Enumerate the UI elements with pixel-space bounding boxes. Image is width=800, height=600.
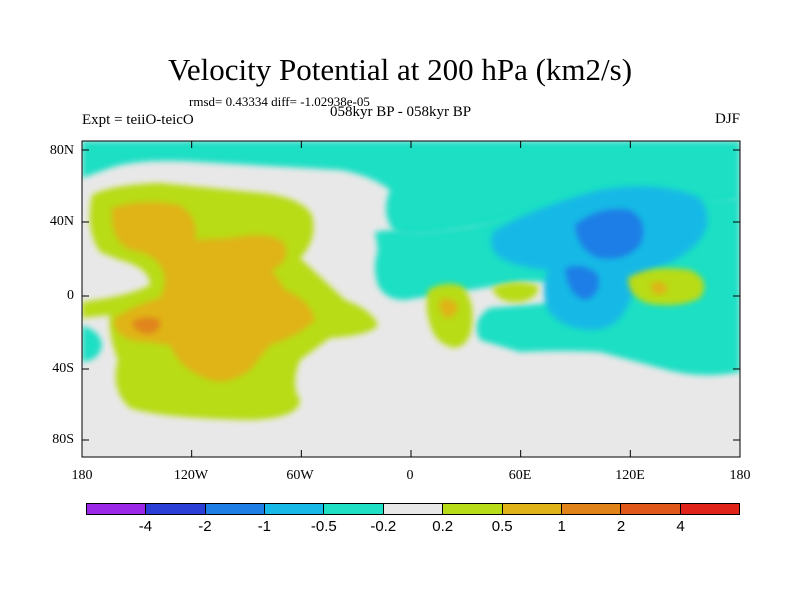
colorbar-swatch: [680, 504, 739, 514]
colorbar-label: 0.2: [432, 518, 454, 535]
colorbar-swatch: [383, 504, 444, 514]
contour-darkblue-indian: [565, 266, 599, 300]
colorbar-label: 4: [676, 518, 685, 535]
axis-ticks: [81, 141, 741, 457]
colorbar-swatch: [324, 504, 384, 514]
experiment-label: Expt = teiiO-teicO: [82, 112, 194, 128]
colorbar-swatch: [146, 504, 206, 514]
contour-blue-asia: [491, 186, 708, 330]
colorbar-label: -0.5: [310, 518, 337, 535]
contour-orange-americas: [111, 202, 316, 382]
contour-darkblue-asia: [575, 209, 644, 259]
contour-teal-southwest: [82, 326, 102, 362]
colorbar-swatch: [265, 504, 325, 514]
period-label: 058kyr BP - 058kyr BP: [330, 104, 472, 120]
contour-orange-pacific: [650, 281, 668, 295]
lat-label-80n: 80N: [49, 143, 74, 158]
lat-label-40s: 40S: [52, 361, 74, 376]
lon-label-180e: 180: [729, 468, 751, 483]
colorbar-swatch: [561, 504, 622, 514]
colorbar: [86, 503, 740, 515]
colorbar-label: 0.5: [491, 518, 513, 535]
colorbar-label: 2: [616, 518, 626, 535]
lon-label-120w: 120W: [173, 468, 209, 483]
contour-redorange-spot: [132, 317, 161, 334]
lon-label-60w: 60W: [286, 468, 314, 483]
lon-label-60e: 60E: [508, 468, 532, 483]
contour-orange-africa: [439, 298, 458, 318]
colorbar-label: -4: [138, 518, 153, 535]
colorbar-label: -1: [257, 518, 272, 535]
contour-fields: [82, 141, 740, 420]
season-label: DJF: [714, 111, 740, 127]
colorbar-swatch: [502, 504, 562, 514]
stats-text: rmsd= 0.43334 diff= -1.02938e-05: [189, 94, 370, 109]
colorbar-swatch: [87, 504, 147, 514]
lon-label-0: 0: [406, 468, 414, 483]
colorbar-swatch: [621, 504, 681, 514]
colorbar-swatch: [443, 504, 503, 514]
colorbar-label: -0.2: [370, 518, 397, 535]
map-title: Velocity Potential at 200 hPa (km2/s): [167, 52, 633, 87]
colorbar-label: -2: [198, 518, 212, 535]
lat-label-80s: 80S: [52, 432, 74, 447]
lat-label-0: 0: [67, 288, 74, 303]
contour-yellowgreen-eastafrica: [492, 282, 539, 303]
lon-label-120e: 120E: [615, 468, 645, 483]
colorbar-label: 1: [557, 518, 566, 535]
colorbar-swatch: [205, 504, 266, 514]
lat-label-40n: 40N: [49, 214, 74, 229]
lon-label-180w: 180: [71, 468, 93, 483]
